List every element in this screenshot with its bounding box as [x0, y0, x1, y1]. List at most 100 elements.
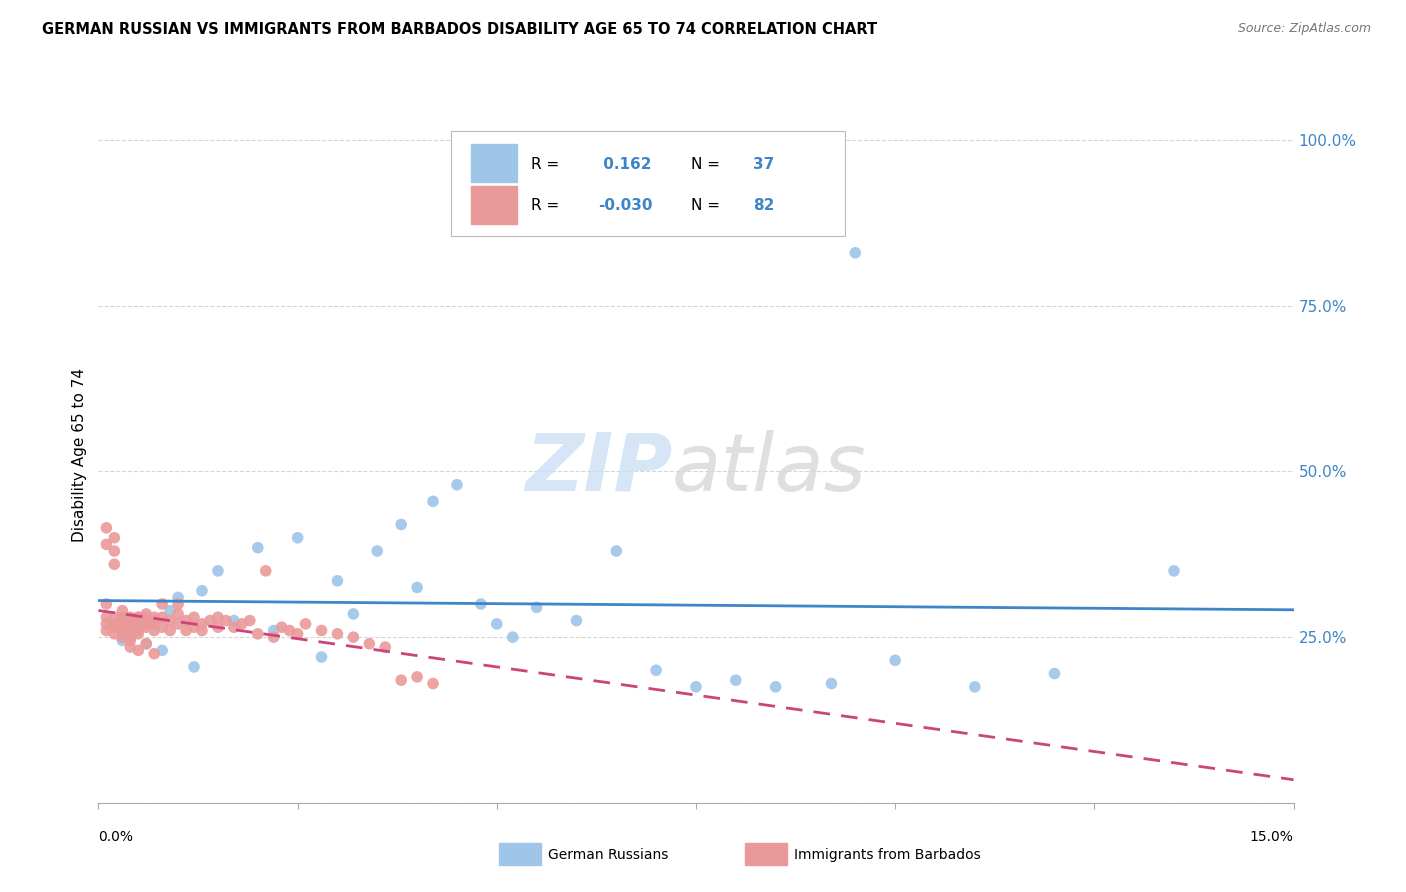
Text: 15.0%: 15.0%: [1250, 830, 1294, 844]
Point: [884, 653, 907, 667]
Point: [159, 604, 181, 618]
Point: [120, 633, 142, 648]
Point: [135, 616, 157, 631]
Point: [239, 614, 262, 628]
Text: R =: R =: [531, 157, 560, 171]
Point: [359, 637, 381, 651]
Point: [685, 680, 707, 694]
Point: [294, 616, 316, 631]
Point: [96, 616, 118, 631]
Point: [198, 614, 221, 628]
Point: [135, 637, 157, 651]
Point: [526, 600, 548, 615]
Point: [270, 620, 292, 634]
Point: [127, 620, 149, 634]
Point: [167, 607, 190, 621]
Point: [1043, 666, 1066, 681]
Point: [167, 591, 190, 605]
Point: [127, 616, 149, 631]
Point: [406, 670, 429, 684]
Point: [103, 558, 125, 572]
Point: [207, 620, 229, 634]
Point: [246, 541, 269, 555]
Point: [111, 610, 134, 624]
Point: [135, 616, 157, 631]
Bar: [471, 144, 517, 182]
Point: [174, 614, 197, 628]
Point: [159, 624, 181, 638]
Point: [287, 531, 309, 545]
Point: [150, 610, 173, 624]
Text: German Russians: German Russians: [548, 847, 669, 862]
Point: [143, 614, 166, 628]
Text: R =: R =: [531, 198, 560, 213]
Point: [103, 531, 125, 545]
Point: [103, 620, 125, 634]
Point: [111, 630, 134, 644]
Point: [143, 616, 166, 631]
Point: [820, 676, 842, 690]
Point: [135, 620, 157, 634]
Point: [374, 640, 396, 654]
Point: [120, 610, 142, 624]
Text: N =: N =: [692, 198, 720, 213]
Point: [605, 544, 627, 558]
Point: [278, 624, 301, 638]
FancyBboxPatch shape: [451, 131, 845, 235]
Point: [127, 643, 149, 657]
Point: [150, 643, 173, 657]
Point: [207, 610, 229, 624]
Point: [127, 616, 149, 631]
Point: [103, 610, 125, 624]
Point: [446, 477, 468, 491]
Point: [207, 564, 229, 578]
Point: [222, 620, 245, 634]
Point: [111, 604, 134, 618]
Point: [502, 630, 524, 644]
Point: [120, 640, 142, 654]
Point: [342, 607, 364, 621]
Point: [127, 610, 149, 624]
Point: [120, 624, 142, 638]
Point: [645, 663, 668, 677]
Text: 0.0%: 0.0%: [98, 830, 134, 844]
Point: [470, 597, 492, 611]
Point: [159, 614, 181, 628]
Point: [143, 610, 166, 624]
Point: [150, 597, 173, 611]
Point: [565, 614, 588, 628]
Point: [143, 647, 166, 661]
Point: [150, 620, 173, 634]
Point: [326, 627, 349, 641]
Point: [103, 627, 125, 641]
Point: [183, 610, 205, 624]
Point: [406, 581, 429, 595]
Text: -0.030: -0.030: [598, 198, 652, 213]
Text: 37: 37: [754, 157, 775, 171]
Point: [127, 627, 149, 641]
Point: [366, 544, 388, 558]
Point: [263, 624, 285, 638]
Point: [174, 624, 197, 638]
Text: Immigrants from Barbados: Immigrants from Barbados: [794, 847, 981, 862]
Point: [287, 627, 309, 641]
Text: Source: ZipAtlas.com: Source: ZipAtlas.com: [1237, 22, 1371, 36]
Point: [222, 614, 245, 628]
Point: [844, 245, 866, 260]
Point: [765, 680, 787, 694]
Point: [120, 614, 142, 628]
Point: [311, 624, 333, 638]
Bar: [471, 186, 517, 224]
Point: [127, 610, 149, 624]
Point: [246, 627, 269, 641]
Point: [103, 544, 125, 558]
Point: [111, 624, 134, 638]
Point: [311, 650, 333, 665]
Point: [167, 597, 190, 611]
Point: [135, 607, 157, 621]
Point: [135, 637, 157, 651]
Text: N =: N =: [692, 157, 720, 171]
Point: [96, 521, 118, 535]
Text: 0.162: 0.162: [598, 157, 651, 171]
Text: GERMAN RUSSIAN VS IMMIGRANTS FROM BARBADOS DISABILITY AGE 65 TO 74 CORRELATION C: GERMAN RUSSIAN VS IMMIGRANTS FROM BARBAD…: [42, 22, 877, 37]
